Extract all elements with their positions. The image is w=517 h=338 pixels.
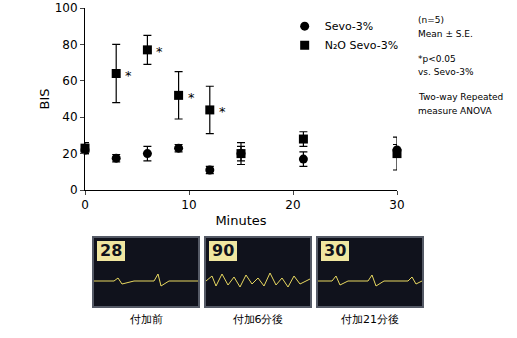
svg-text:20: 20 bbox=[62, 147, 77, 161]
svg-text:40: 40 bbox=[62, 110, 77, 124]
svg-text:0: 0 bbox=[70, 183, 78, 197]
html-text:30: 30 bbox=[324, 241, 347, 260]
svg-text:Mean ± S.E.: Mean ± S.E. bbox=[418, 29, 473, 39]
svg-text:*: * bbox=[125, 68, 132, 83]
html-text:付加前: 付加前 bbox=[129, 313, 163, 326]
svg-text:BIS: BIS bbox=[37, 88, 52, 109]
svg-text:measure ANOVA: measure ANOVA bbox=[418, 106, 493, 116]
svg-text:80: 80 bbox=[62, 38, 77, 52]
html-text:90: 90 bbox=[212, 241, 235, 260]
svg-text:*p<0.05: *p<0.05 bbox=[418, 54, 456, 64]
svg-text:Minutes: Minutes bbox=[215, 213, 266, 228]
svg-text:100: 100 bbox=[55, 1, 78, 15]
html-text:付加21分後: 付加21分後 bbox=[341, 313, 399, 326]
svg-text:Two-way Repeated: Two-way Repeated bbox=[418, 92, 503, 102]
svg-text:*: * bbox=[188, 90, 195, 105]
svg-text:10: 10 bbox=[181, 198, 196, 212]
html-text:28: 28 bbox=[100, 241, 123, 260]
svg-text:*: * bbox=[219, 104, 226, 119]
svg-text:30: 30 bbox=[389, 198, 404, 212]
svg-text:(n=5): (n=5) bbox=[418, 15, 444, 25]
svg-text:0: 0 bbox=[81, 198, 89, 212]
svg-text:60: 60 bbox=[62, 74, 77, 88]
svg-text:Sevo-3%: Sevo-3% bbox=[325, 20, 374, 33]
html-text:付加6分後: 付加6分後 bbox=[232, 313, 284, 326]
svg-text:vs. Sevo-3%: vs. Sevo-3% bbox=[418, 67, 474, 77]
svg-text:*: * bbox=[156, 44, 163, 59]
svg-text:20: 20 bbox=[285, 198, 300, 212]
svg-text:N₂O Sevo-3%: N₂O Sevo-3% bbox=[325, 39, 398, 52]
